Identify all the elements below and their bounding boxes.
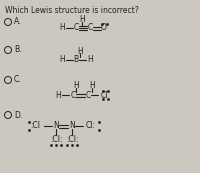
Text: A.: A. bbox=[14, 17, 22, 26]
Text: C: C bbox=[85, 90, 91, 99]
Text: C.: C. bbox=[14, 75, 22, 84]
Text: H: H bbox=[79, 16, 85, 25]
Text: O: O bbox=[101, 24, 107, 33]
Text: C: C bbox=[87, 24, 93, 33]
Text: H: H bbox=[77, 47, 83, 56]
Text: H: H bbox=[59, 24, 65, 33]
Text: Cl: Cl bbox=[101, 90, 108, 99]
Text: H: H bbox=[55, 90, 61, 99]
Text: Cl:: Cl: bbox=[86, 121, 96, 130]
Text: C: C bbox=[70, 90, 76, 99]
Text: :Cl:: :Cl: bbox=[50, 135, 62, 144]
Text: N: N bbox=[69, 121, 75, 130]
Text: H: H bbox=[87, 56, 93, 65]
Text: B.: B. bbox=[14, 45, 22, 54]
Text: H: H bbox=[89, 81, 95, 90]
Text: :Cl: :Cl bbox=[30, 121, 40, 130]
Text: C: C bbox=[73, 24, 79, 33]
Text: B: B bbox=[73, 56, 79, 65]
Text: :Cl:: :Cl: bbox=[66, 135, 78, 144]
Text: H: H bbox=[59, 56, 65, 65]
Text: Which Lewis structure is incorrect?: Which Lewis structure is incorrect? bbox=[5, 6, 139, 15]
Text: D.: D. bbox=[14, 111, 22, 120]
Text: N: N bbox=[53, 121, 59, 130]
Text: H: H bbox=[73, 81, 79, 90]
